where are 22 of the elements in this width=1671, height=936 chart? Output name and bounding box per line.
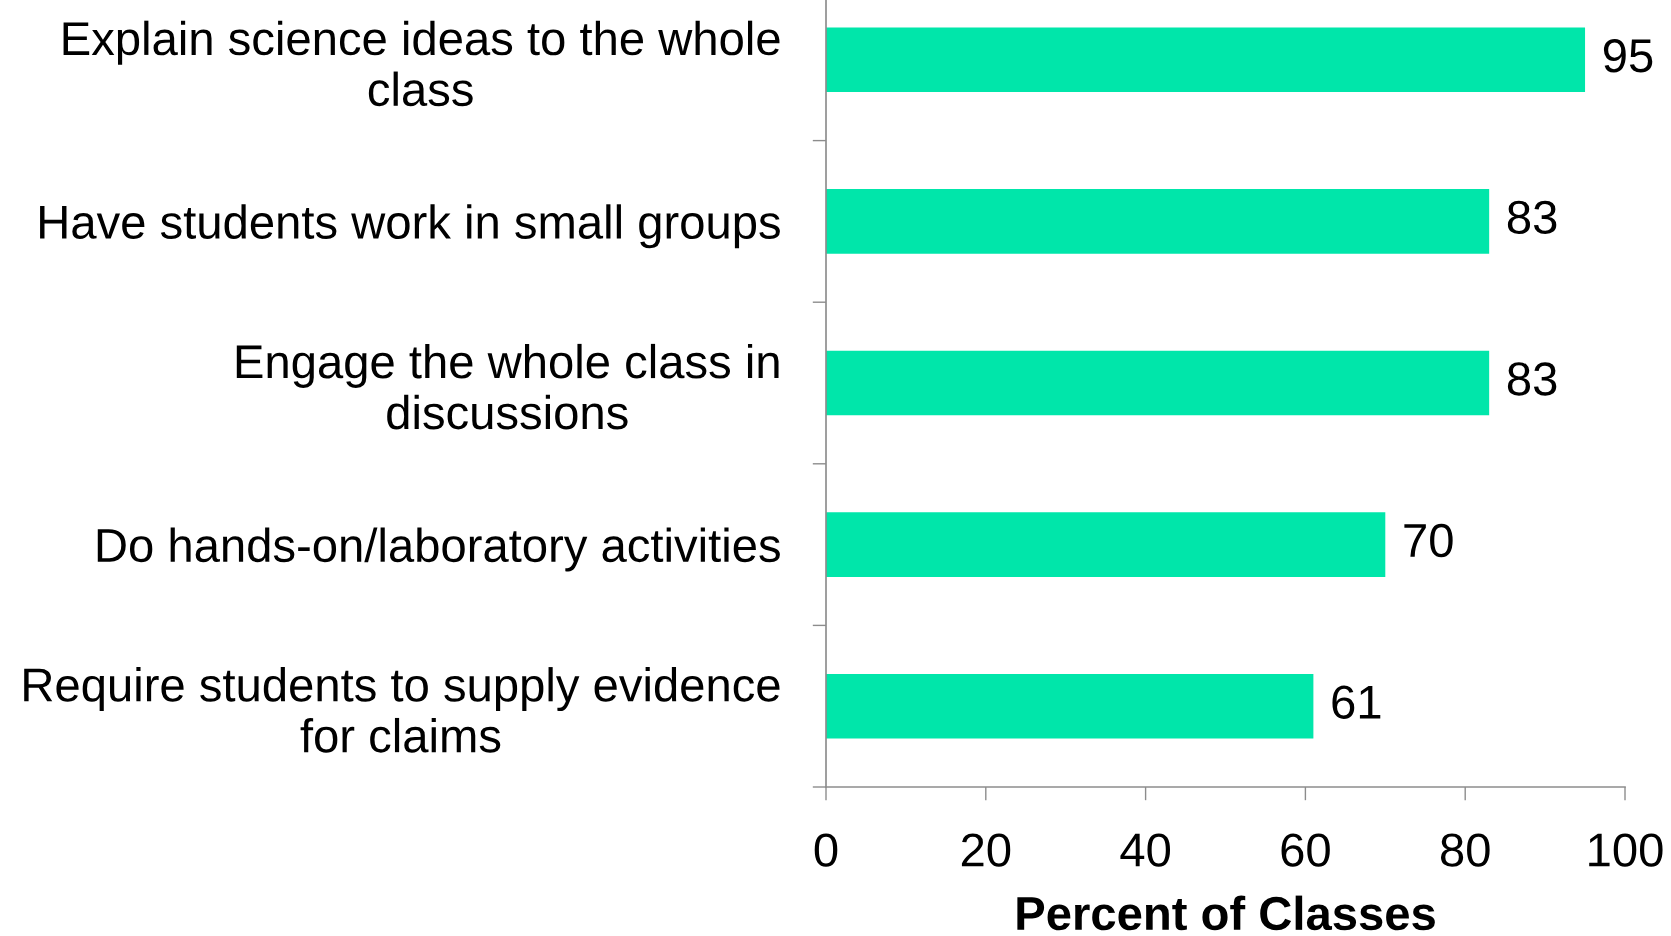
data-label: 61: [1332, 685, 1381, 719]
x-axis-title: Percent of Classes: [1017, 895, 1435, 931]
bar: [826, 673, 1314, 739]
bar: [826, 189, 1490, 254]
x-tick-label: 20: [961, 833, 1011, 867]
y-tick-label: Explain science ideas to the whole class: [63, 20, 780, 107]
y-tick-label: Require students to supply evidence for claims: [24, 667, 780, 753]
bar: [826, 350, 1490, 416]
data-label: 70: [1404, 523, 1453, 558]
x-tick-label: 60: [1281, 833, 1330, 867]
bar: [826, 512, 1386, 577]
data-label: 95: [1603, 39, 1653, 73]
y-tick-label: Have students work in small groups: [40, 204, 780, 249]
y-tick-label: Do hands-on/laboratory activities: [97, 527, 780, 572]
bar: [826, 27, 1586, 93]
x-tick-label: 40: [1120, 833, 1171, 867]
x-tick-label: 100: [1589, 833, 1663, 867]
x-tick-label: 80: [1440, 833, 1490, 867]
x-tick-label: 0: [814, 833, 838, 867]
data-label: 83: [1507, 362, 1557, 396]
data-label: 83: [1507, 200, 1557, 235]
y-tick-label: Engage the whole class in discussions: [236, 343, 779, 430]
